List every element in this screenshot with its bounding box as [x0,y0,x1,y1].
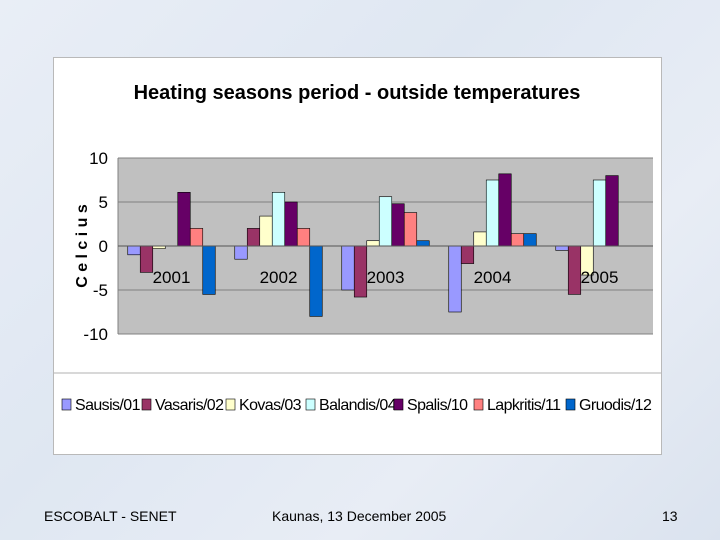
bar [555,245,569,251]
legend-label: Balandis/04 [319,397,397,414]
bar [510,233,525,247]
bar [353,245,368,298]
bar [127,245,141,256]
chart-title: Heating seasons period - outside tempera… [134,82,581,104]
bar [403,212,418,247]
footer-organization: ESCOBALT - SENET [44,508,177,524]
legend-label: Gruodis/12 [579,397,652,414]
legend-swatch [473,398,484,411]
chart-frame: Heating seasons period - outside tempera… [53,57,662,455]
legend-swatch [61,398,72,411]
footer-page-number: 13 [662,508,678,524]
bar [523,233,537,247]
bar [177,192,191,247]
y-tick-label: -10 [83,325,108,344]
legend-label: Sausis/01 [75,397,141,414]
legend-swatch [393,398,404,411]
bar [567,245,582,295]
bar [259,215,273,247]
legend-swatch [565,398,576,411]
bar [202,245,216,295]
bar [246,228,261,247]
legend-label: Spalis/10 [407,397,468,414]
bar [309,245,323,317]
bar [460,245,475,264]
category-label: 2002 [260,268,298,287]
bar [378,196,393,247]
legend-label: Vasaris/02 [155,397,224,414]
bar [341,245,355,291]
bar [416,240,430,247]
bar [296,228,311,247]
bar [391,203,405,247]
y-tick-label: 10 [89,149,108,168]
legend-swatch [141,398,152,411]
legend-label: Lapkritis/11 [487,397,561,414]
bar [234,245,248,260]
bar [592,179,607,247]
footer-location-date: Kaunas, 13 December 2005 [272,508,447,524]
y-tick-label: 0 [99,237,108,256]
bar [271,192,286,247]
category-label: 2004 [474,268,512,287]
bar [284,201,298,247]
bar [605,175,619,247]
bar [485,179,500,247]
bar [366,240,380,247]
legend-label: Kovas/03 [239,397,302,414]
legend-swatch [225,398,236,411]
y-tick-label: 5 [99,193,108,212]
category-label: 2005 [581,268,619,287]
y-tick-label: -5 [93,281,108,300]
bar [139,245,154,273]
category-label: 2003 [367,268,405,287]
bar [473,231,487,247]
chart-svg: Heating seasons period - outside tempera… [54,82,661,414]
bar [189,228,204,247]
y-axis-label: C e l c i u s [74,204,91,288]
legend-swatch [305,398,316,411]
category-label: 2001 [153,268,191,287]
bar [448,245,462,313]
bar [498,173,512,247]
